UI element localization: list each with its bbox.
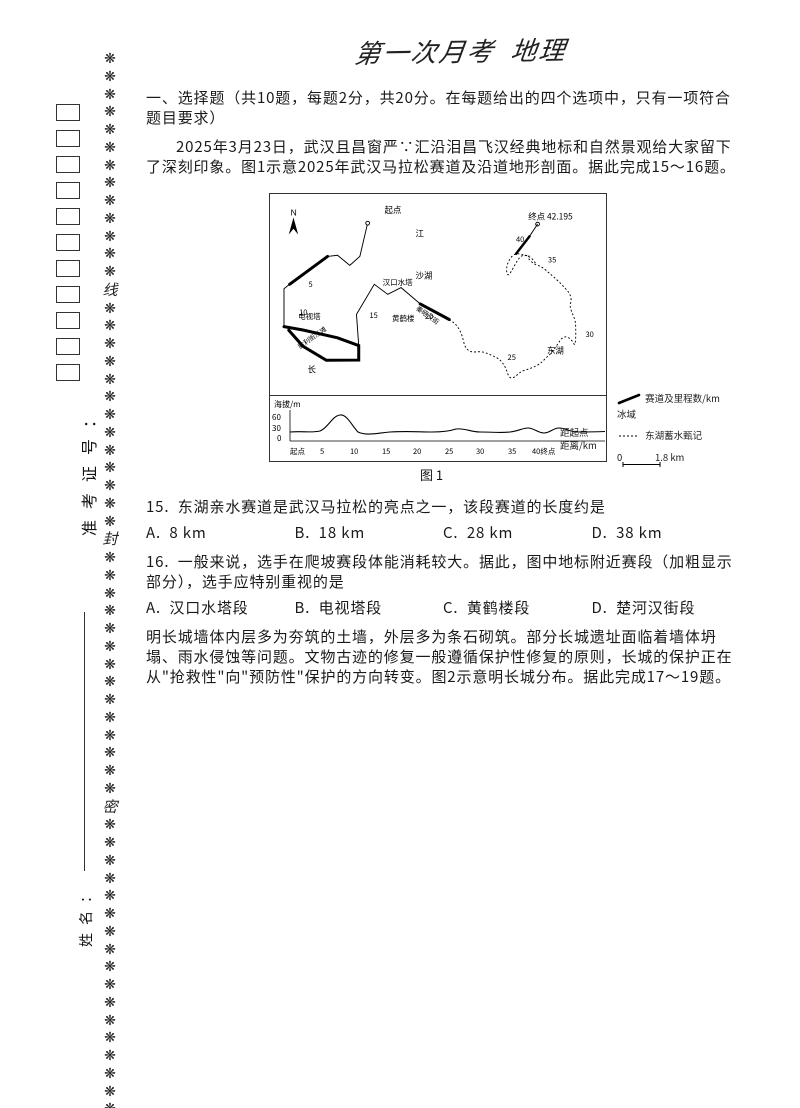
svg-text:30: 30 [476, 446, 484, 457]
svg-text:起点: 起点 [290, 446, 305, 457]
svg-text:30: 30 [585, 329, 593, 340]
svg-text:15: 15 [382, 446, 390, 457]
svg-text:海拔/m: 海拔/m [274, 399, 301, 410]
svg-text:10: 10 [350, 446, 358, 457]
svg-text:沙湖: 沙湖 [416, 270, 433, 282]
svg-text:胜利街江滩: 胜利街江滩 [295, 323, 328, 350]
svg-text:5: 5 [320, 446, 324, 457]
svg-text:25: 25 [445, 446, 453, 457]
svg-text:终点 42.195: 终点 42.195 [528, 210, 573, 222]
svg-text:15: 15 [370, 310, 378, 321]
svg-text:5: 5 [308, 279, 312, 290]
svg-text:20: 20 [425, 311, 433, 322]
svg-text:0: 0 [277, 433, 282, 444]
svg-text:20: 20 [413, 446, 421, 457]
svg-text:N: N [291, 208, 297, 218]
svg-text:10: 10 [299, 307, 307, 318]
svg-text:汉口水塔: 汉口水塔 [383, 277, 413, 288]
svg-text:25: 25 [508, 352, 516, 363]
svg-text:江: 江 [416, 227, 425, 239]
svg-text:长: 长 [308, 363, 317, 375]
svg-text:35: 35 [548, 255, 556, 266]
svg-text:40: 40 [516, 234, 524, 245]
svg-text:60: 60 [272, 412, 281, 423]
svg-text:40终点: 40终点 [532, 446, 556, 457]
svg-text:起点: 起点 [385, 204, 402, 216]
svg-text:35: 35 [508, 446, 516, 457]
svg-text:黄鹤楼: 黄鹤楼 [392, 313, 415, 324]
